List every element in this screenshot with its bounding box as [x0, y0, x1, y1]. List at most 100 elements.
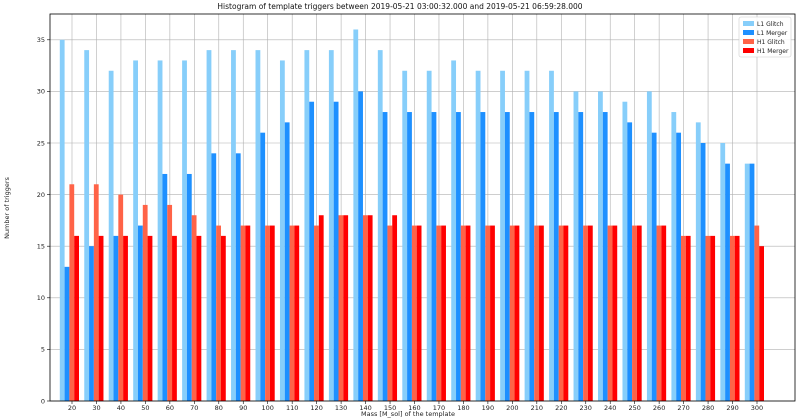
h1-merger-bar [563, 225, 569, 401]
h1-merger-bar [710, 235, 716, 401]
h1-glitch-bar [142, 204, 148, 401]
l1-glitch-bar [157, 60, 163, 401]
l1-glitch-bar [304, 50, 310, 402]
l1-glitch-bar [59, 39, 65, 402]
l1-merger-bar [64, 266, 70, 401]
l1-merger-bar [480, 112, 486, 401]
l1-merger-bar [235, 153, 241, 401]
h1-glitch-bar [729, 235, 735, 401]
h1-merger-bar [661, 225, 667, 401]
h1-merger-bar [196, 235, 202, 401]
l1-merger-bar [382, 112, 388, 401]
h1-merger-bar [490, 225, 495, 401]
h1-merger-bar [612, 225, 618, 401]
l1-glitch-bar [231, 50, 236, 402]
l1-merger-bar [431, 112, 437, 401]
h1-glitch-bar [485, 225, 491, 401]
l1-glitch-bar [426, 70, 432, 401]
x-axis-ticks: 20 30 40 50 60 70 80 90 100 110 120 130 140 150 160 170… [68, 401, 763, 412]
y-tick-label: 20 [37, 191, 45, 199]
l1-merger-bar [284, 122, 290, 402]
h1-glitch-bar [240, 225, 246, 401]
l1-merger-bar [186, 173, 192, 401]
h1-merger-bar [465, 225, 471, 401]
x-tick-label: 40 [117, 404, 125, 412]
h1-merger-bar [123, 235, 128, 401]
legend-label-l1-glitch: L1 Glitch [757, 21, 784, 28]
h1-merger-bar [514, 225, 520, 401]
plot-area-frame [49, 13, 796, 402]
l1-merger-bar [309, 101, 315, 401]
x-tick-label: 20 [68, 404, 76, 412]
l1-merger-bar [113, 235, 119, 401]
legend-swatch-l1-glitch [743, 21, 754, 26]
x-tick-label: 90 [239, 404, 247, 412]
y-tick-label: 35 [37, 36, 45, 44]
x-tick-label: 120 [310, 404, 322, 412]
h1-merger-bar [441, 225, 446, 401]
x-tick-label: 150 [384, 404, 396, 412]
h1-glitch-bar [656, 225, 662, 401]
legend-swatch-h1-merger [743, 48, 754, 53]
h1-merger-bar [343, 215, 349, 401]
h1-glitch-bar [93, 184, 99, 401]
h1-merger-bar [734, 235, 740, 401]
h1-merger-bar [172, 235, 177, 401]
x-tick-label: 230 [580, 404, 592, 412]
l1-glitch-bar [206, 50, 212, 402]
h1-merger-bar [147, 235, 153, 401]
legend: L1 Glitch L1 Merger H1 Glitch H1 Merger [738, 16, 792, 58]
h1-glitch-bar [265, 225, 270, 401]
l1-merger-bar [676, 132, 682, 401]
l1-merger-bar [456, 112, 461, 401]
x-tick-label: 190 [482, 404, 494, 412]
legend-label-h1-glitch: H1 Glitch [757, 39, 785, 46]
l1-merger-bar [162, 173, 168, 401]
x-tick-label: 100 [262, 404, 274, 412]
h1-merger-bar [759, 246, 764, 401]
l1-merger-bar [260, 132, 266, 401]
x-tick-label: 170 [433, 404, 445, 412]
h1-merger-bar [416, 225, 422, 401]
h1-glitch-bar [705, 235, 711, 401]
h1-glitch-bar [607, 225, 613, 401]
h1-glitch-bar [338, 215, 344, 401]
legend-label-l1-merger: L1 Merger [757, 30, 788, 37]
legend-swatch-h1-glitch [743, 39, 754, 44]
x-tick-label: 290 [726, 404, 738, 412]
x-tick-label: 270 [677, 404, 689, 412]
y-axis-ticks: 0 5 10 15 20 25 30 35 [37, 36, 50, 405]
l1-glitch-bar [402, 70, 408, 401]
h1-merger-bar [587, 225, 593, 401]
h1-glitch-bar [681, 235, 686, 401]
l1-glitch-bar [279, 60, 285, 401]
h1-merger-bar [74, 235, 79, 401]
h1-glitch-bar [216, 225, 221, 401]
x-tick-label: 220 [555, 404, 567, 412]
h1-merger-bar [318, 215, 324, 401]
h1-merger-bar [294, 225, 300, 401]
x-tick-label: 260 [653, 404, 665, 412]
l1-glitch-bar [451, 60, 457, 401]
h1-merger-bar [269, 225, 275, 401]
legend-box [738, 16, 792, 58]
y-tick-label: 0 [41, 397, 45, 405]
chart-title: Histogram of template triggers between 2… [217, 2, 582, 11]
l1-glitch-bar [500, 70, 505, 401]
l1-glitch-bar [695, 122, 701, 402]
l1-glitch-bar [549, 70, 554, 401]
x-axis-title: Mass [M_sol] of the template [361, 410, 455, 418]
h1-glitch-bar [69, 184, 75, 401]
y-tick-label: 5 [41, 346, 45, 354]
l1-glitch-bar [524, 70, 530, 401]
x-tick-label: 160 [408, 404, 420, 412]
h1-glitch-bar [632, 225, 637, 401]
h1-merger-bar [220, 235, 226, 401]
l1-glitch-bar [377, 50, 383, 402]
l1-glitch-bar [84, 50, 90, 402]
y-tick-label: 10 [37, 294, 45, 302]
h1-glitch-bar [436, 225, 442, 401]
l1-glitch-bar [622, 101, 628, 401]
l1-glitch-bar [182, 60, 187, 401]
h1-glitch-bar [167, 204, 173, 401]
